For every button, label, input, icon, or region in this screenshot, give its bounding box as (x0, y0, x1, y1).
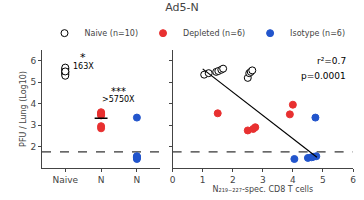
svg-text:2: 2 (30, 142, 36, 152)
svg-text:***: *** (111, 86, 126, 97)
svg-text:1: 1 (200, 175, 206, 185)
svg-text:Isotype (n=6): Isotype (n=6) (290, 29, 345, 38)
svg-text:PFU / Lung (Log10): PFU / Lung (Log10) (19, 71, 28, 147)
svg-text:4: 4 (290, 175, 296, 185)
svg-text:6: 6 (350, 175, 356, 185)
svg-text:N: N (98, 175, 105, 185)
svg-text:N₂₁₉₋₂₂₇-spec. CD8 T cells: N₂₁₉₋₂₂₇-spec. CD8 T cells (212, 185, 313, 194)
svg-text:163X: 163X (73, 62, 94, 71)
svg-text:5: 5 (30, 77, 36, 87)
svg-text:Depleted (n=6): Depleted (n=6) (183, 29, 245, 38)
svg-text:p=0.0001: p=0.0001 (301, 71, 346, 81)
svg-text:6: 6 (30, 56, 36, 66)
svg-text:r²=0.7: r²=0.7 (317, 56, 346, 66)
svg-text:4: 4 (30, 99, 36, 109)
svg-text:3: 3 (30, 120, 36, 130)
svg-text:*: * (80, 51, 86, 64)
svg-text:N: N (134, 175, 141, 185)
svg-text:>5750X: >5750X (102, 95, 135, 104)
svg-text:Naive: Naive (52, 175, 78, 185)
svg-text:3: 3 (260, 175, 266, 185)
svg-text:0: 0 (170, 175, 176, 185)
svg-text:2: 2 (230, 175, 236, 185)
svg-text:Ad5-N: Ad5-N (165, 1, 199, 14)
svg-text:5: 5 (320, 175, 326, 185)
svg-text:Naive (n=10): Naive (n=10) (85, 29, 139, 38)
